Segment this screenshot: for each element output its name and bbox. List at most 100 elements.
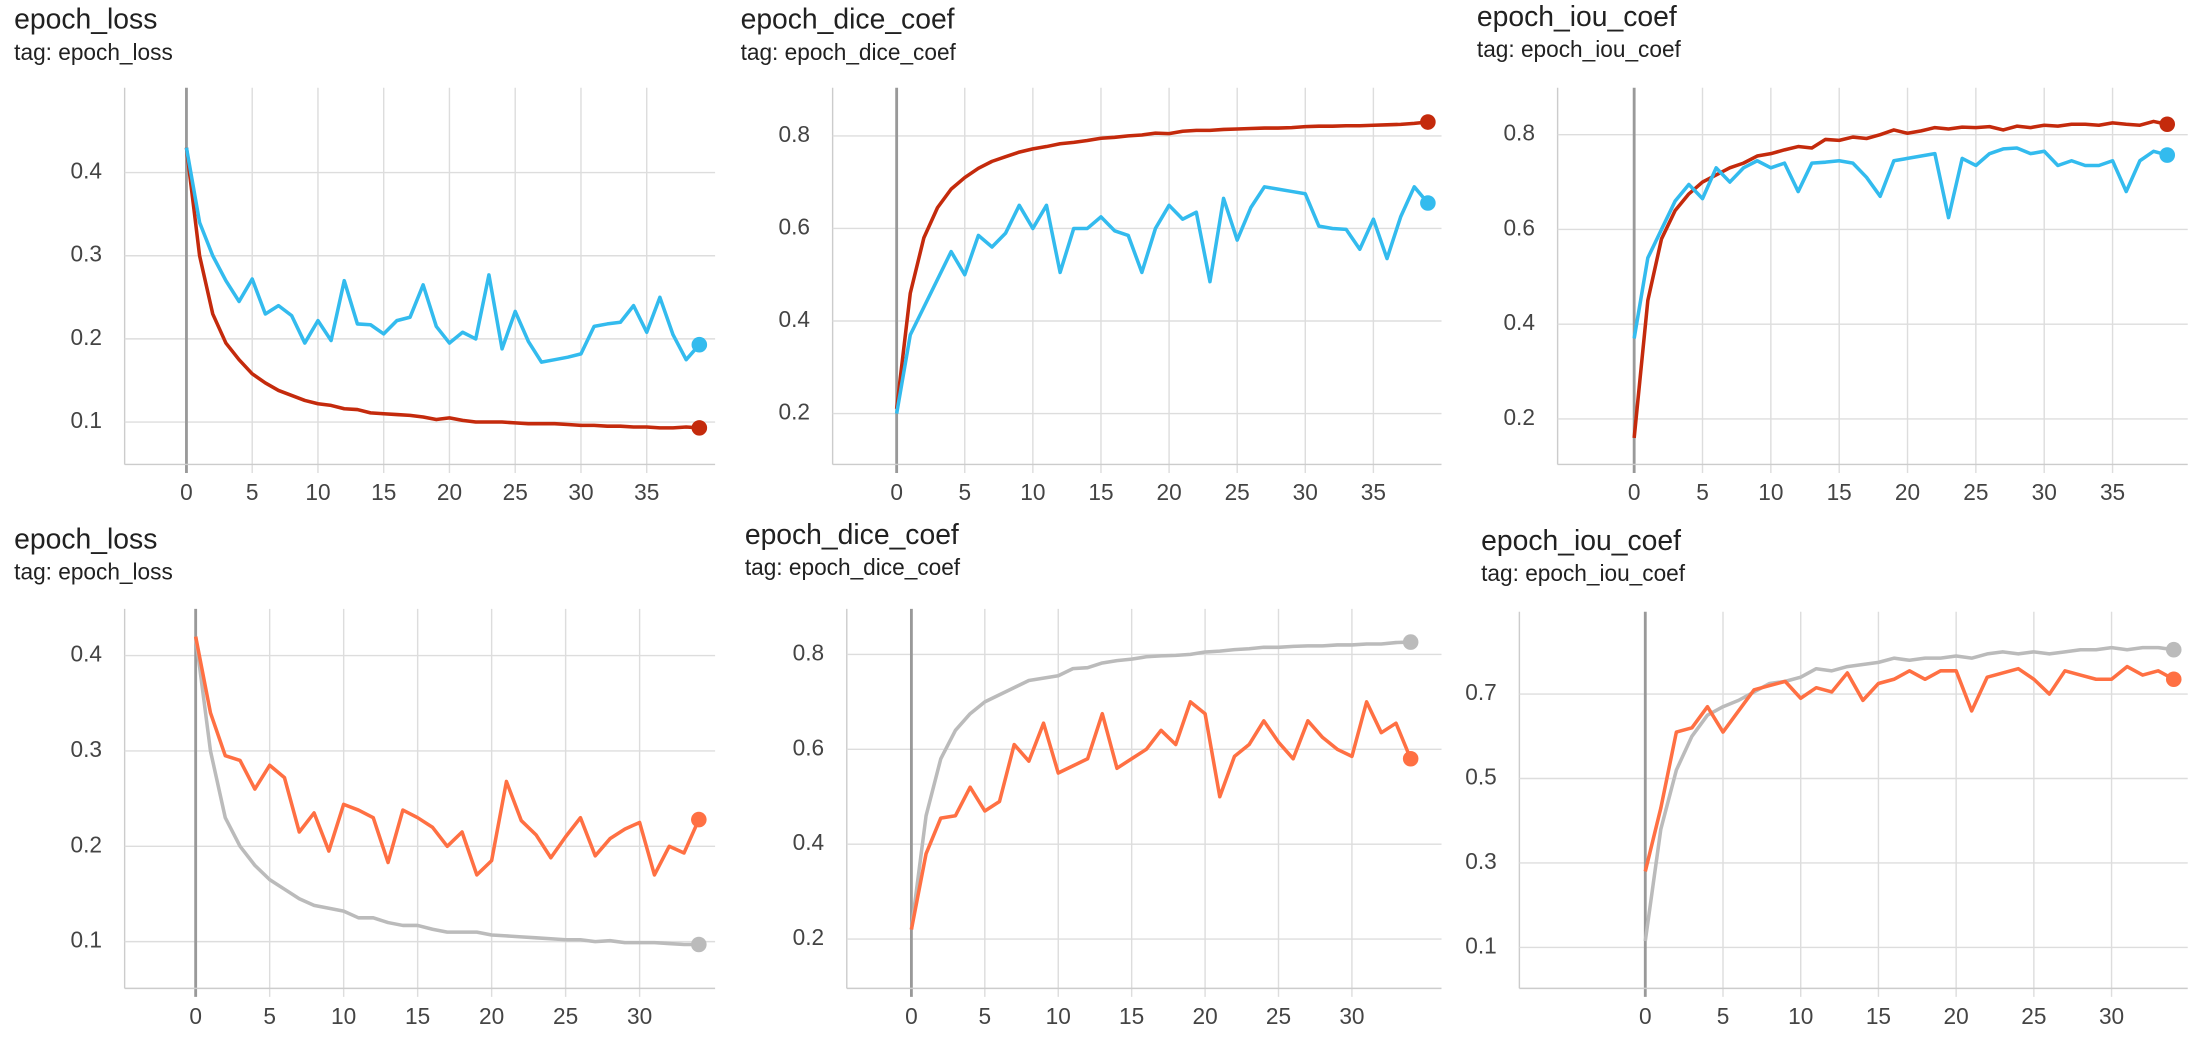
y-tick-label: 0.6 — [793, 734, 824, 760]
y-tick-label: 0.2 — [1503, 404, 1534, 430]
series-line — [894, 120, 1429, 410]
x-tick-label: 5 — [979, 1003, 992, 1029]
x-tick-label: 5 — [263, 1003, 276, 1029]
y-tick-label: 0.2 — [793, 924, 824, 950]
x-tick-label: 15 — [1119, 1003, 1144, 1029]
x-tick-label: 25 — [503, 479, 528, 505]
x-tick-label: 25 — [553, 1003, 578, 1029]
x-tick-label: 30 — [1293, 479, 1318, 505]
x-tick-label: 15 — [371, 479, 396, 505]
y-tick-label: 0.8 — [793, 639, 824, 665]
chart-subtitle: tag: epoch_dice_coef — [741, 39, 957, 65]
y-tick-label: 0.2 — [70, 324, 101, 350]
x-tick-label: 15 — [1866, 1003, 1891, 1029]
x-tick-label: 20 — [437, 479, 462, 505]
x-tick-label: 30 — [568, 479, 593, 505]
series-line — [1643, 645, 2174, 942]
x-tick-label: 0 — [1639, 1003, 1652, 1029]
x-tick-label: 15 — [405, 1003, 430, 1029]
series-line — [1632, 146, 2168, 339]
y-tick-label: 0.4 — [1503, 309, 1534, 335]
y-tick-label: 0.2 — [70, 831, 101, 857]
last-point-marker — [2165, 641, 2182, 658]
y-tick-label: 0.8 — [1503, 120, 1534, 146]
x-tick-label: 15 — [1827, 479, 1852, 505]
series-line — [1632, 119, 2168, 439]
chart-subtitle: tag: epoch_loss — [14, 39, 173, 65]
y-tick-label: 0.6 — [1503, 214, 1534, 240]
chart-subtitle: tag: epoch_iou_coef — [1477, 36, 1682, 62]
y-tick-label: 0.5 — [1465, 763, 1496, 789]
series-line — [193, 636, 699, 947]
last-point-marker — [2159, 147, 2176, 163]
y-tick-label: 0.4 — [70, 641, 101, 667]
x-tick-label: 0 — [890, 479, 903, 505]
last-point-marker — [691, 936, 707, 953]
chart-title: epoch_dice_coef — [741, 3, 955, 35]
x-tick-label: 20 — [1944, 1003, 1969, 1029]
x-tick-label: 0 — [180, 479, 193, 505]
x-tick-label: 25 — [1225, 479, 1250, 505]
x-tick-label: 35 — [634, 479, 659, 505]
x-tick-label: 0 — [1628, 479, 1641, 505]
x-tick-label: 5 — [958, 479, 971, 505]
x-tick-label: 30 — [1339, 1003, 1364, 1029]
y-tick-label: 0.8 — [778, 121, 809, 147]
x-tick-label: 5 — [1717, 1003, 1730, 1029]
chart-subtitle: tag: epoch_loss — [14, 558, 173, 584]
x-tick-label: 20 — [1192, 1003, 1217, 1029]
series-line — [909, 700, 1413, 930]
x-tick-label: 10 — [1020, 479, 1045, 505]
chart-title: epoch_loss — [14, 3, 157, 35]
x-tick-label: 10 — [1046, 1003, 1071, 1029]
x-tick-label: 20 — [1895, 479, 1920, 505]
y-tick-label: 0.4 — [793, 829, 824, 855]
x-tick-label: 30 — [627, 1003, 652, 1029]
last-point-marker — [1420, 114, 1436, 130]
x-tick-label: 0 — [905, 1003, 918, 1029]
last-point-marker — [1402, 750, 1419, 767]
x-tick-label: 20 — [479, 1003, 504, 1029]
chart-subtitle: tag: epoch_dice_coef — [745, 554, 961, 580]
x-tick-label: 25 — [2021, 1003, 2046, 1029]
y-tick-label: 0.3 — [70, 736, 101, 762]
y-tick-label: 0.1 — [70, 927, 101, 953]
series-line — [184, 147, 700, 430]
chart-subtitle: tag: epoch_iou_coef — [1481, 560, 1686, 586]
x-tick-label: 5 — [246, 479, 259, 505]
y-tick-label: 0.1 — [1465, 932, 1496, 958]
x-tick-label: 10 — [1788, 1003, 1813, 1029]
x-tick-label: 35 — [1361, 479, 1386, 505]
chart-title: epoch_iou_coef — [1477, 0, 1677, 32]
x-tick-label: 30 — [2099, 1003, 2124, 1029]
last-point-marker — [1420, 195, 1436, 211]
x-tick-label: 10 — [305, 479, 330, 505]
x-tick-label: 0 — [189, 1003, 202, 1029]
chart-title: epoch_iou_coef — [1481, 524, 1681, 556]
y-tick-label: 0.6 — [778, 213, 809, 239]
x-tick-label: 10 — [331, 1003, 356, 1029]
x-tick-label: 25 — [1266, 1003, 1291, 1029]
x-tick-label: 35 — [2100, 479, 2125, 505]
chart-title: epoch_loss — [14, 522, 157, 554]
y-tick-label: 0.3 — [70, 241, 101, 267]
y-tick-label: 0.4 — [70, 158, 101, 184]
x-tick-label: 5 — [1696, 479, 1709, 505]
y-tick-label: 0.2 — [778, 399, 809, 425]
series-line — [894, 185, 1430, 414]
y-tick-label: 0.3 — [1465, 848, 1496, 874]
x-tick-label: 15 — [1088, 479, 1113, 505]
x-tick-label: 10 — [1758, 479, 1783, 505]
series-line — [909, 640, 1411, 930]
x-tick-label: 30 — [2032, 479, 2057, 505]
series-line — [184, 147, 701, 364]
last-point-marker — [2165, 671, 2182, 688]
y-tick-label: 0.1 — [70, 407, 101, 433]
y-tick-label: 0.7 — [1465, 679, 1496, 705]
x-tick-label: 20 — [1156, 479, 1181, 505]
last-point-marker — [691, 811, 707, 828]
last-point-marker — [691, 420, 708, 436]
series-line — [1643, 664, 2175, 872]
